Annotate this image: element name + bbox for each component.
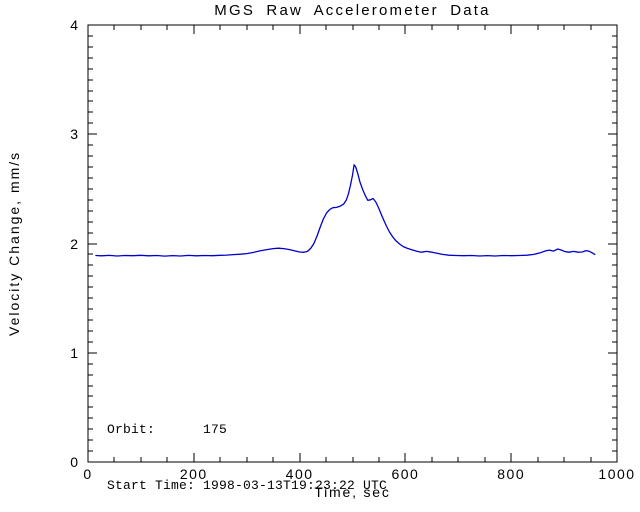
x-tick-label: 600 [391, 466, 420, 482]
x-tick-label: 200 [179, 466, 208, 482]
annotation-start-time: Start Time: 1998-03-13T19:23:22 UTC [107, 477, 388, 493]
y-axis-label: Velocity Change, mm/s [6, 150, 22, 337]
x-tick-label: 800 [497, 466, 526, 482]
y-tick-label: 3 [70, 126, 78, 143]
chart-title: MGS Raw Accelerometer Data [214, 2, 491, 19]
x-axis-label: Time, sec [314, 484, 391, 500]
x-tick-label: 400 [285, 466, 314, 482]
x-tick-label: 1000 [598, 466, 636, 482]
data-line [95, 164, 596, 257]
x-tick-label: 0 [83, 466, 93, 482]
y-tick-label: 4 [70, 17, 78, 33]
y-tick-label: 2 [70, 235, 78, 252]
annotation-orbit: Orbit: 175 [107, 422, 228, 437]
y-tick-label: 0 [70, 454, 78, 470]
y-tick-label: 1 [70, 344, 78, 361]
annotation-block: Orbit: 175 Start Time: 1998-03-13T19:23:… [107, 384, 387, 512]
